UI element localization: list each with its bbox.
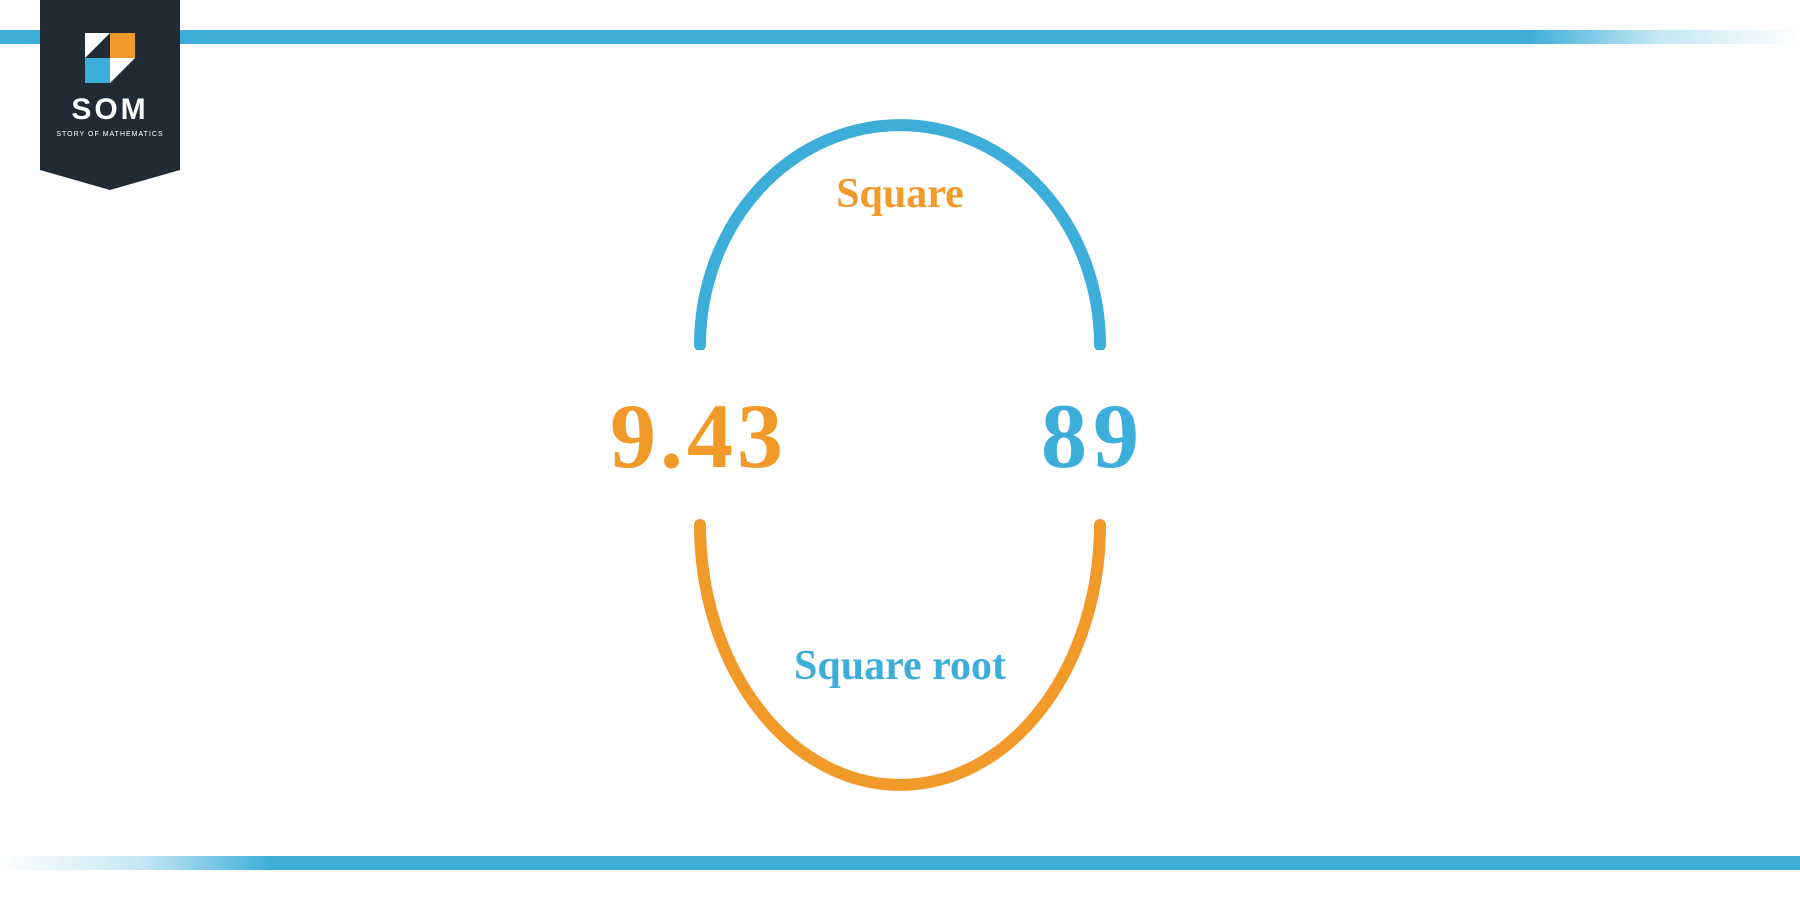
- left-number: 9.43: [610, 383, 787, 489]
- top-arc: [670, 100, 1130, 350]
- logo-badge: SOM STORY OF MATHEMATICS: [40, 0, 180, 170]
- top-accent-bar: [0, 30, 1800, 44]
- right-number: 89: [1041, 383, 1145, 489]
- logo-text: SOM: [71, 93, 148, 127]
- logo-icon: [85, 33, 135, 83]
- bottom-accent-bar: [0, 856, 1800, 870]
- square-root-diagram: Square 9.43 89 Square root: [600, 100, 1200, 800]
- bottom-arc: [670, 510, 1130, 800]
- square-label: Square: [836, 170, 964, 218]
- logo-subtext: STORY OF MATHEMATICS: [56, 131, 163, 138]
